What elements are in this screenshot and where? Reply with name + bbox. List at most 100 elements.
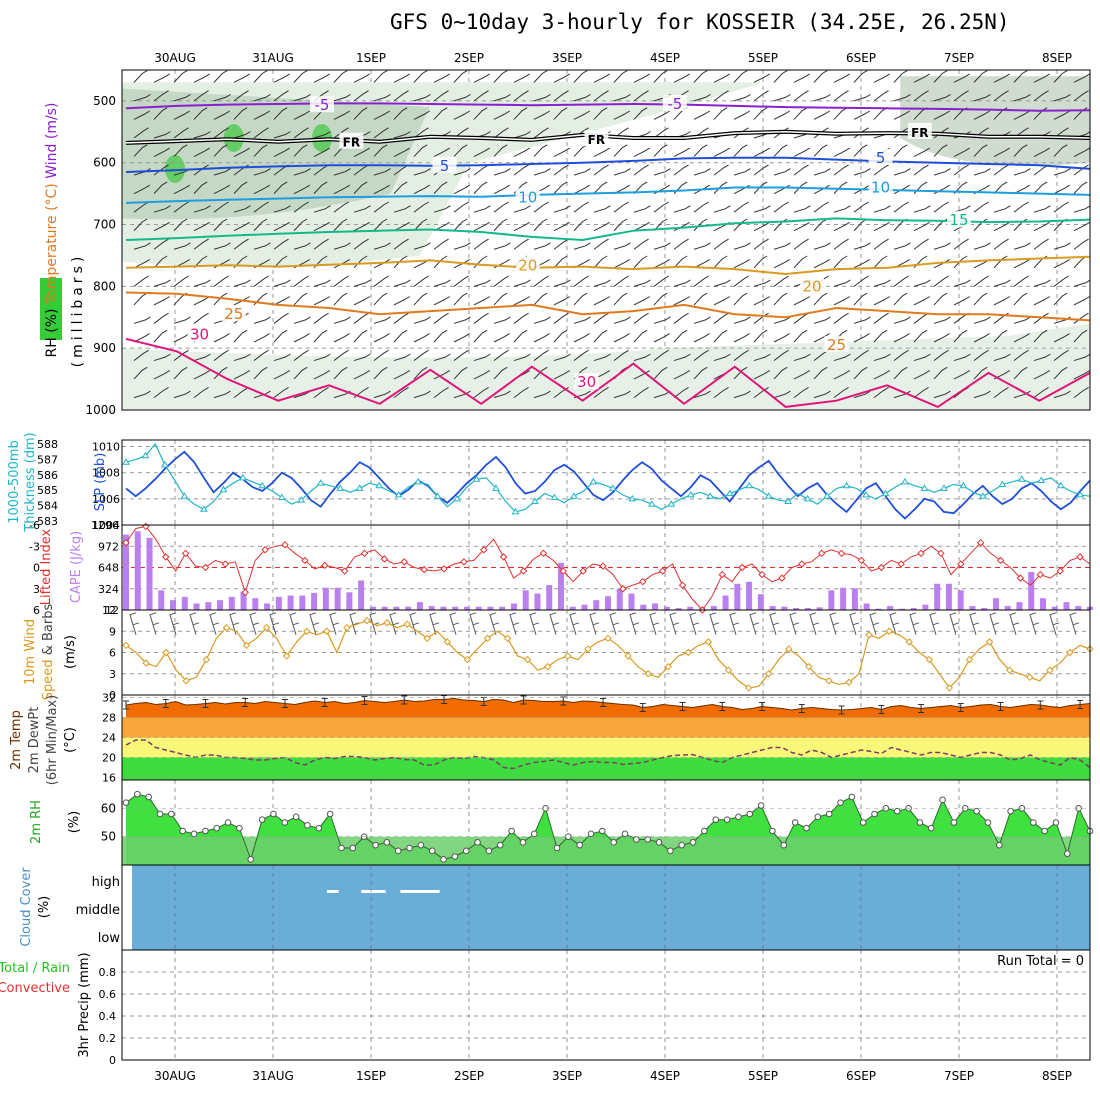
wind-barb	[453, 184, 470, 195]
thickness-marker	[414, 477, 423, 485]
wind-barb	[893, 110, 910, 120]
wind-barb	[253, 110, 270, 120]
wind-barb	[373, 110, 390, 120]
wind-barb	[553, 353, 571, 362]
wind-speed-marker	[724, 666, 733, 674]
wind-barb	[833, 353, 851, 362]
cape-bar	[158, 590, 165, 610]
wind-barb	[193, 296, 210, 306]
wind-barb	[993, 181, 1008, 194]
wind-barb	[213, 184, 230, 195]
wind-barb	[733, 218, 748, 232]
wind-barb	[1053, 93, 1071, 102]
cape-bar	[875, 608, 882, 610]
wind-barb	[273, 370, 290, 380]
wind-barb	[1073, 90, 1089, 102]
cape-bar	[757, 594, 764, 610]
wind-label-b: Speed & Barbs	[41, 604, 56, 701]
wind-speed-marker	[242, 641, 251, 650]
cape-bar	[393, 606, 400, 610]
wind-barb	[1013, 201, 1029, 213]
li-marker	[440, 565, 448, 573]
temp-tick: 32	[102, 692, 116, 705]
wind-speed-marker	[544, 662, 552, 671]
wind-barb	[613, 258, 630, 269]
cape-bar	[170, 600, 177, 610]
date-tick-bottom: 31AUG	[252, 1069, 294, 1083]
wind-barb	[1033, 238, 1049, 250]
li-marker	[301, 556, 309, 565]
wind-barb	[553, 107, 568, 120]
cape-bar	[252, 598, 259, 610]
wind-barb	[673, 238, 689, 250]
li-marker	[380, 555, 389, 563]
wind-barb	[693, 292, 708, 306]
li-marker	[241, 588, 249, 596]
wind-barb	[213, 275, 229, 287]
wind-barb	[753, 205, 771, 213]
rh-marker	[825, 810, 833, 818]
wind-barb	[633, 164, 649, 176]
cape-bar	[134, 531, 141, 610]
date-tick-bottom: 30AUG	[154, 1069, 196, 1083]
li-marker	[877, 563, 886, 572]
wind-barb	[233, 181, 248, 194]
thickness-marker	[453, 494, 461, 502]
wind-barb	[553, 181, 568, 194]
wind-barb	[653, 366, 668, 380]
wind-barb	[433, 353, 451, 362]
wind-speed-marker	[463, 655, 472, 664]
wind-barb	[433, 296, 450, 306]
isotherm-line	[125, 186, 1091, 204]
wind-barb	[273, 147, 290, 157]
precip-tick: 0	[109, 1054, 116, 1067]
wind-barb	[673, 255, 688, 269]
wind-barb	[773, 349, 789, 361]
wind-barb	[973, 349, 989, 361]
wind-barb	[153, 296, 170, 306]
wind-barb	[253, 168, 271, 176]
pressure-tick: 800	[93, 279, 116, 293]
wind-barb	[373, 201, 389, 213]
wind-barb	[653, 349, 669, 361]
cape-bar	[840, 587, 847, 610]
wind-barb	[873, 296, 890, 306]
wind-barb	[633, 386, 649, 399]
wind-barb	[593, 205, 611, 213]
isotherm-label: 30	[190, 326, 209, 344]
wind-barb	[573, 70, 588, 83]
wind-barb	[173, 201, 189, 213]
thickness-marker	[141, 451, 150, 459]
temp-errorbar	[123, 700, 129, 710]
surface-barb	[849, 612, 860, 635]
wind-barb	[513, 131, 531, 139]
upper-ylabel-part: Temperature (°C)	[44, 183, 60, 308]
wind-barb	[853, 144, 868, 157]
wind-barb	[973, 366, 988, 380]
cape-bar	[922, 604, 929, 610]
thickness-marker	[667, 500, 676, 507]
wind-barb	[293, 292, 308, 306]
surface-barb	[509, 612, 520, 635]
wind-speed-marker	[222, 624, 231, 632]
wind-barb	[1033, 370, 1050, 380]
rh-marker	[769, 827, 776, 835]
wind-barb	[273, 255, 288, 269]
wind-barb	[613, 349, 629, 361]
wind-barb	[753, 238, 769, 250]
wind-barb	[1073, 238, 1089, 250]
wind-barb	[873, 73, 890, 83]
cape-bar	[299, 595, 306, 610]
temp-errorbar	[242, 698, 249, 707]
wind-speed-marker	[443, 638, 452, 646]
wind-barb	[713, 147, 730, 157]
slp-tick: 1004	[92, 519, 120, 532]
wind-barb	[833, 164, 849, 176]
wind-barb	[873, 255, 888, 269]
wind-barb	[653, 316, 671, 324]
temp-errorbar	[282, 699, 289, 708]
wind-barb	[233, 329, 248, 343]
li-marker	[639, 577, 647, 586]
wind-barb	[333, 292, 348, 306]
wind-barb	[913, 329, 928, 343]
